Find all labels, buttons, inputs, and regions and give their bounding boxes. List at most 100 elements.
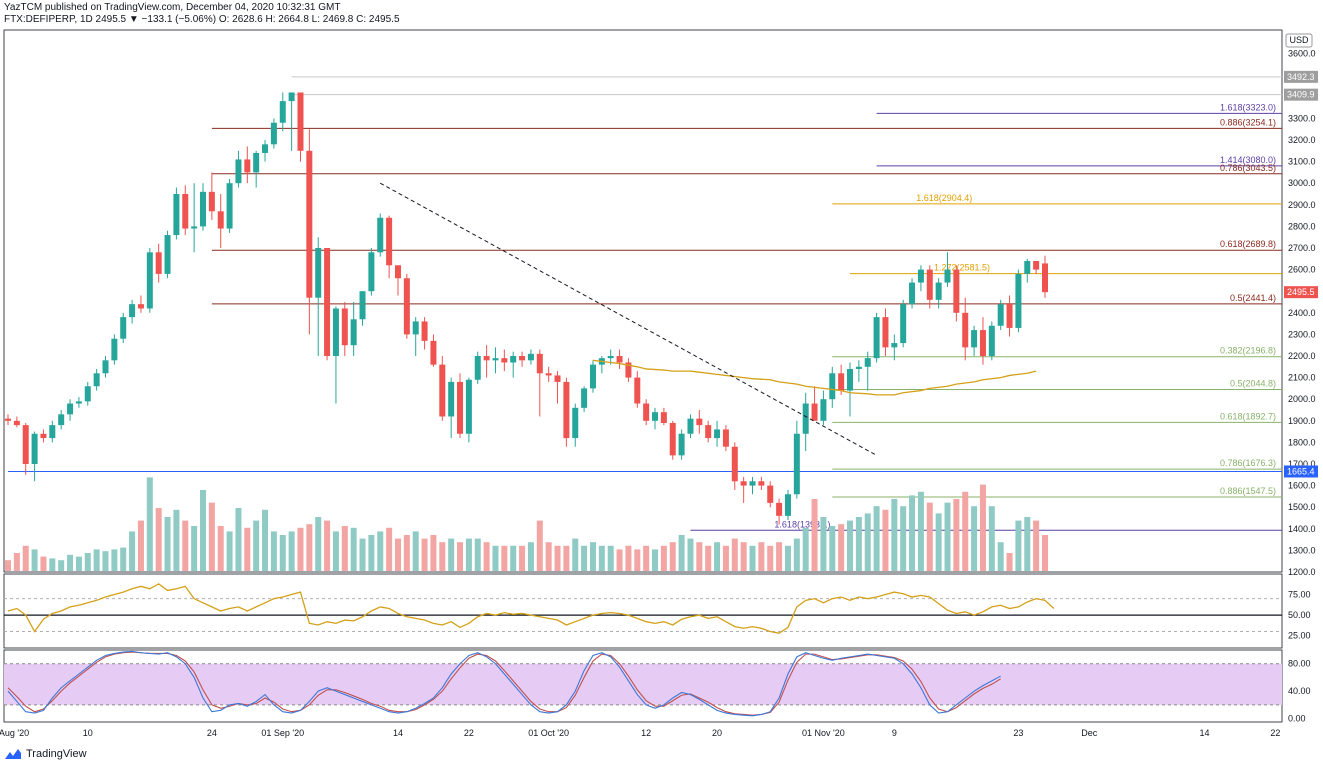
candle-body [776, 502, 783, 516]
candle-body [75, 401, 82, 404]
volume-bar [589, 542, 596, 571]
volume-bar [412, 531, 419, 571]
candle-body [22, 425, 29, 464]
price-flag-label: 3492.3 [1287, 72, 1315, 82]
price-tick-label: 2200.0 [1288, 351, 1316, 361]
candle-body [988, 325, 995, 356]
rsi-tick-label: 75.00 [1288, 590, 1311, 600]
currency-box [1285, 33, 1313, 48]
time-tick-label: 20 [712, 728, 722, 738]
price-tick-label: 1300.0 [1288, 545, 1316, 555]
volume-bar [758, 542, 765, 571]
price-tick-label: 1400.0 [1288, 524, 1316, 534]
price-tick-label: 2400.0 [1288, 308, 1316, 318]
candle-body [457, 381, 464, 434]
volume-bar [359, 538, 366, 571]
volume-bar [563, 545, 570, 571]
candle-body [173, 194, 180, 236]
price-tick-label: 1600.0 [1288, 481, 1316, 491]
currency-label: USD [1289, 35, 1309, 45]
candle-body [235, 159, 242, 184]
candle-body [270, 122, 277, 145]
price-tick-label: 1700.0 [1288, 459, 1316, 469]
candle-body [208, 191, 215, 212]
price-tick-label: 2600.0 [1288, 265, 1316, 275]
volume-bar [501, 545, 508, 571]
volume-bar [944, 502, 951, 571]
volume-bar [917, 491, 924, 571]
stoch-rsi-pane[interactable] [3, 649, 1283, 723]
candle-body [873, 317, 880, 359]
candle-body [935, 282, 942, 300]
time-tick-label: 23 [1013, 728, 1023, 738]
volume-bar [731, 538, 738, 571]
candle-body [758, 481, 765, 486]
candle-body [882, 317, 889, 348]
candle-body [279, 101, 286, 123]
candle-body [155, 252, 162, 274]
volume-bars [5, 477, 1048, 571]
candle-body [536, 353, 543, 374]
candle-body [953, 269, 960, 313]
fib-label: 0.382(2196.8) [1220, 346, 1276, 356]
volume-bar [430, 535, 437, 571]
price-tick-label: 3100.0 [1288, 157, 1316, 167]
stoch-k-line [7, 650, 1001, 717]
volume-bar [1024, 517, 1031, 571]
candle-body [847, 368, 854, 391]
volume-bar [527, 542, 534, 571]
volume-bar [767, 545, 774, 571]
volume-bar [572, 538, 579, 571]
candle-body [678, 433, 685, 456]
candle-body [802, 403, 809, 434]
tradingview-brand[interactable]: TradingView [4, 748, 87, 760]
candle-body [182, 194, 189, 229]
price-tick-label: 1900.0 [1288, 416, 1316, 426]
volume-bar [394, 538, 401, 571]
candle-body [474, 356, 481, 380]
volume-bar [802, 527, 809, 571]
volume-bar [40, 556, 47, 571]
volume-bar [598, 545, 605, 571]
candle-body [660, 412, 667, 423]
candle-body [855, 366, 862, 369]
volume-bar [510, 545, 517, 571]
price-tick-label: 3000.0 [1288, 178, 1316, 188]
volume-bar [324, 520, 331, 571]
price-axis[interactable]: USD1200.01300.01400.01500.01600.01700.01… [1284, 33, 1318, 724]
candle-body [394, 265, 401, 279]
volume-bar [722, 545, 729, 571]
price-pane[interactable] [3, 29, 1283, 573]
time-axis[interactable]: 01 Aug '20 10 24 01 Sep '20 14 22 01 Oct '20 12… [0, 728, 1323, 738]
candle-body [137, 304, 144, 309]
volume-bar [545, 542, 552, 571]
rsi-tick-label: 50.00 [1288, 610, 1311, 620]
volume-bar [953, 499, 960, 571]
rsi-pane[interactable] [3, 573, 1283, 649]
candle-body [652, 412, 659, 421]
candle-body [563, 381, 570, 439]
volume-bar [988, 506, 995, 571]
volume-bar [900, 506, 907, 571]
candle-body [350, 319, 357, 346]
volume-bar [182, 520, 189, 571]
candle-body [120, 317, 127, 339]
fib-label: 0.5(2044.8) [1230, 379, 1276, 389]
candlesticks[interactable] [5, 92, 1048, 525]
volume-bar [474, 538, 481, 571]
volume-bar [244, 527, 251, 571]
candle-body [864, 358, 871, 367]
candle-body [84, 386, 91, 402]
candle-body [909, 282, 916, 305]
candle-body [483, 356, 490, 361]
volume-bar [457, 542, 464, 571]
time-tick-label: 14 [393, 728, 403, 738]
time-tick-label: 9 [892, 728, 897, 738]
candle-body [731, 446, 738, 482]
volume-bar [678, 535, 685, 571]
volume-bar [155, 508, 162, 571]
price-tick-label: 2100.0 [1288, 373, 1316, 383]
candle-body [465, 379, 472, 434]
volume-bar [137, 520, 144, 571]
